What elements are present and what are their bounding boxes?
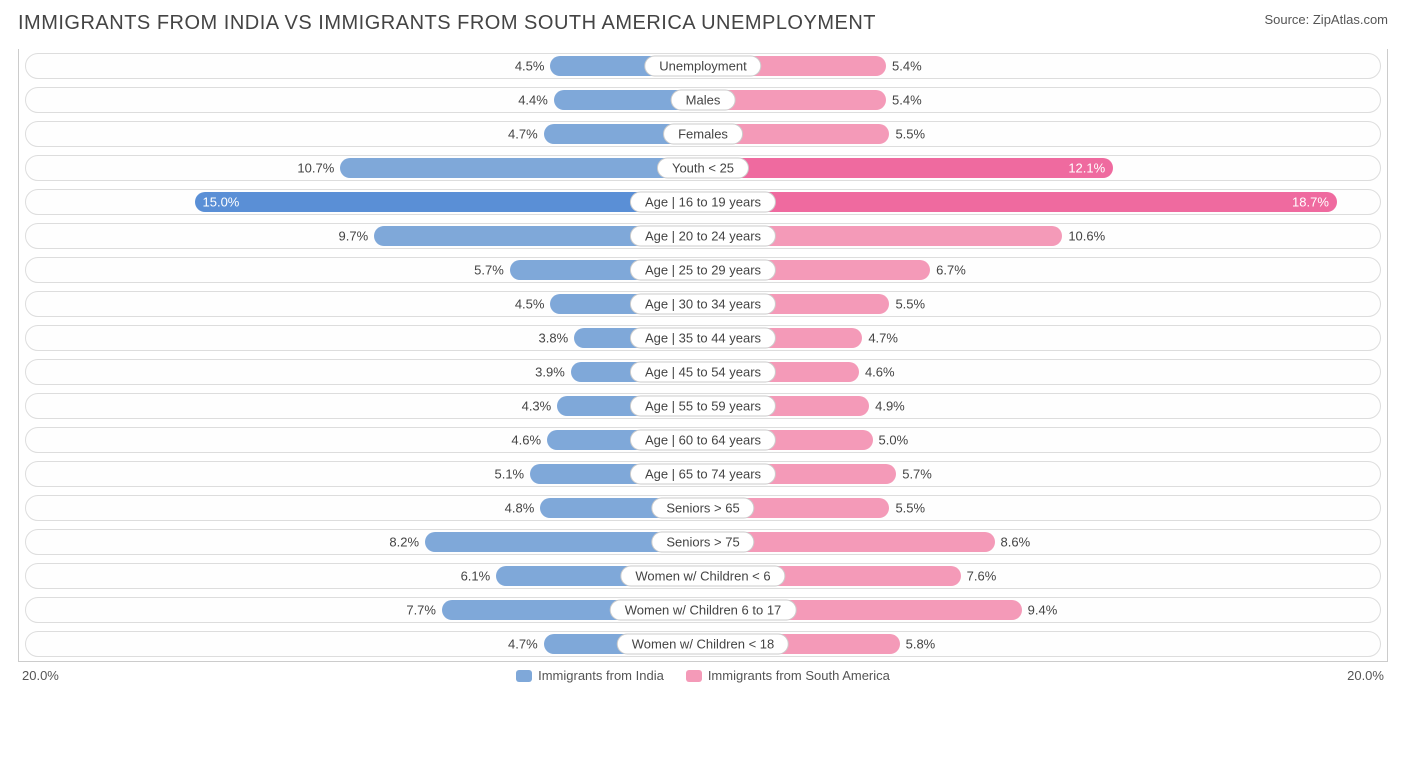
chart-row: 4.6% 5.0% Age | 60 to 64 years — [19, 423, 1387, 457]
value-right: 12.1% — [1068, 161, 1105, 176]
category-label: Youth < 25 — [657, 158, 749, 179]
category-label: Age | 55 to 59 years — [630, 396, 776, 417]
value-right: 6.7% — [930, 263, 966, 278]
legend: Immigrants from India Immigrants from So… — [516, 668, 890, 683]
value-left: 5.1% — [494, 467, 530, 482]
value-right: 18.7% — [1292, 195, 1329, 210]
value-left: 8.2% — [389, 535, 425, 550]
category-label: Women w/ Children < 18 — [617, 634, 789, 655]
value-right: 4.9% — [869, 399, 905, 414]
chart-row: 10.7% 12.1% Youth < 25 — [19, 151, 1387, 185]
value-right: 5.8% — [900, 637, 936, 652]
category-label: Age | 30 to 34 years — [630, 294, 776, 315]
category-label: Seniors > 65 — [651, 498, 754, 519]
value-left: 4.5% — [515, 59, 551, 74]
value-right: 5.5% — [889, 297, 925, 312]
value-left: 9.7% — [339, 229, 375, 244]
chart-row: 3.8% 4.7% Age | 35 to 44 years — [19, 321, 1387, 355]
value-left: 10.7% — [297, 161, 340, 176]
category-label: Women w/ Children < 6 — [620, 566, 785, 587]
legend-item-left: Immigrants from India — [516, 668, 664, 683]
source-attribution: Source: ZipAtlas.com — [1264, 12, 1388, 27]
value-left: 6.1% — [461, 569, 497, 584]
legend-swatch-left — [516, 670, 532, 682]
legend-item-right: Immigrants from South America — [686, 668, 890, 683]
value-right: 5.4% — [886, 59, 922, 74]
category-label: Age | 16 to 19 years — [630, 192, 776, 213]
category-label: Age | 35 to 44 years — [630, 328, 776, 349]
category-label: Age | 60 to 64 years — [630, 430, 776, 451]
value-right: 5.5% — [889, 127, 925, 142]
value-right: 10.6% — [1062, 229, 1105, 244]
value-right: 7.6% — [961, 569, 997, 584]
value-left: 5.7% — [474, 263, 510, 278]
butterfly-chart: 4.5% 5.4% Unemployment 4.4% 5.4% Males 4.7% 5.5… — [18, 49, 1388, 662]
value-left: 4.6% — [511, 433, 547, 448]
category-label: Women w/ Children 6 to 17 — [610, 600, 797, 621]
value-left: 7.7% — [406, 603, 442, 618]
value-right: 4.6% — [859, 365, 895, 380]
value-left: 3.9% — [535, 365, 571, 380]
value-left: 4.7% — [508, 127, 544, 142]
chart-row: 6.1% 7.6% Women w/ Children < 6 — [19, 559, 1387, 593]
value-right: 8.6% — [995, 535, 1031, 550]
legend-swatch-right — [686, 670, 702, 682]
chart-row: 4.4% 5.4% Males — [19, 83, 1387, 117]
value-right: 5.7% — [896, 467, 932, 482]
value-left: 4.5% — [515, 297, 551, 312]
bar-left: 15.0% — [195, 192, 704, 212]
chart-row: 4.8% 5.5% Seniors > 65 — [19, 491, 1387, 525]
chart-row: 4.3% 4.9% Age | 55 to 59 years — [19, 389, 1387, 423]
category-label: Age | 45 to 54 years — [630, 362, 776, 383]
chart-row: 4.7% 5.8% Women w/ Children < 18 — [19, 627, 1387, 661]
value-left: 4.8% — [505, 501, 541, 516]
chart-row: 3.9% 4.6% Age | 45 to 54 years — [19, 355, 1387, 389]
chart-row: 5.1% 5.7% Age | 65 to 74 years — [19, 457, 1387, 491]
chart-row: 4.5% 5.4% Unemployment — [19, 49, 1387, 83]
chart-row: 4.5% 5.5% Age | 30 to 34 years — [19, 287, 1387, 321]
category-label: Age | 25 to 29 years — [630, 260, 776, 281]
value-right: 9.4% — [1022, 603, 1058, 618]
legend-label-right: Immigrants from South America — [708, 668, 890, 683]
chart-row: 7.7% 9.4% Women w/ Children 6 to 17 — [19, 593, 1387, 627]
value-right: 5.0% — [873, 433, 909, 448]
value-right: 5.5% — [889, 501, 925, 516]
bar-right: 12.1% — [703, 158, 1113, 178]
chart-row: 5.7% 6.7% Age | 25 to 29 years — [19, 253, 1387, 287]
value-left: 4.7% — [508, 637, 544, 652]
value-left: 4.4% — [518, 93, 554, 108]
category-label: Age | 65 to 74 years — [630, 464, 776, 485]
category-label: Males — [671, 90, 736, 111]
value-right: 5.4% — [886, 93, 922, 108]
chart-title: IMMIGRANTS FROM INDIA VS IMMIGRANTS FROM… — [18, 12, 876, 35]
bar-left: 10.7% — [340, 158, 703, 178]
category-label: Females — [663, 124, 743, 145]
legend-label-left: Immigrants from India — [538, 668, 664, 683]
value-left: 4.3% — [522, 399, 558, 414]
value-left: 15.0% — [203, 195, 240, 210]
axis-max-left: 20.0% — [22, 668, 59, 683]
bar-right: 18.7% — [703, 192, 1337, 212]
chart-row: 4.7% 5.5% Females — [19, 117, 1387, 151]
value-right: 4.7% — [862, 331, 898, 346]
value-left: 3.8% — [539, 331, 575, 346]
category-label: Seniors > 75 — [651, 532, 754, 553]
category-label: Unemployment — [644, 56, 761, 77]
chart-row: 9.7% 10.6% Age | 20 to 24 years — [19, 219, 1387, 253]
chart-row: 8.2% 8.6% Seniors > 75 — [19, 525, 1387, 559]
axis-max-right: 20.0% — [1347, 668, 1384, 683]
chart-row: 15.0% 18.7% Age | 16 to 19 years — [19, 185, 1387, 219]
category-label: Age | 20 to 24 years — [630, 226, 776, 247]
